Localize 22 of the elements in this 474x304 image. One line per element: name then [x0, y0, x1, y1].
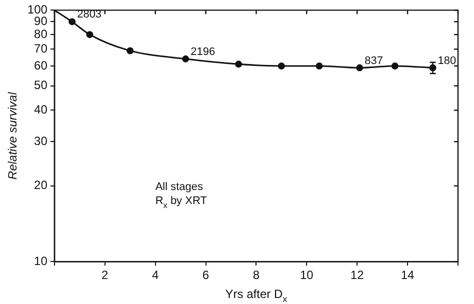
- y-tick-label: 20: [34, 178, 48, 192]
- y-tick-label: 10: [34, 254, 48, 268]
- annotation: 180: [438, 54, 456, 67]
- annotation: 837: [364, 54, 383, 67]
- y-tick-label: 100: [27, 2, 48, 17]
- x-tick-label: 6: [202, 268, 210, 282]
- x-tick-label: 8: [252, 268, 260, 282]
- x-tick-label: 4: [152, 268, 159, 282]
- y-tick-label: 30: [34, 134, 48, 148]
- y-tick-label: 70: [34, 41, 48, 56]
- x-tick-label: 2: [102, 268, 109, 282]
- annotation: All stages: [155, 180, 204, 193]
- x-tick-label: 14: [400, 268, 415, 282]
- y-tick-label: 60: [34, 58, 48, 72]
- y-tick-label: 40: [34, 102, 48, 117]
- y-tick-label: 80: [34, 26, 48, 41]
- y-axis-title: Relative survival: [6, 92, 20, 180]
- y-tick-label: 50: [34, 78, 48, 92]
- x-tick-label: 10: [300, 268, 314, 282]
- x-tick-label: 12: [350, 268, 364, 282]
- y-tick-label: 90: [34, 14, 48, 28]
- annotation: 2196: [190, 46, 216, 58]
